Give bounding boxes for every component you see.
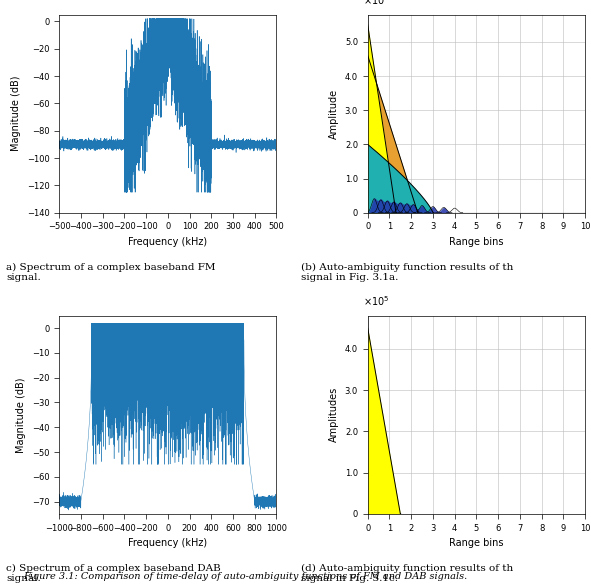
Y-axis label: Amplitude: Amplitude — [329, 89, 339, 139]
Text: Figure 3.1: Comparison of time-delay of auto-ambiguity functions of FM and DAB s: Figure 3.1: Comparison of time-delay of … — [24, 572, 468, 581]
Text: c) Spectrum of a complex baseband DAB
signal.: c) Spectrum of a complex baseband DAB si… — [6, 564, 220, 583]
Y-axis label: Magnitude (dB): Magnitude (dB) — [16, 377, 26, 453]
X-axis label: Range bins: Range bins — [449, 237, 504, 247]
X-axis label: Range bins: Range bins — [449, 538, 504, 548]
X-axis label: Frequency (kHz): Frequency (kHz) — [128, 237, 207, 247]
Text: (b) Auto-ambiguity function results of th
signal in Fig. 3.1a.: (b) Auto-ambiguity function results of t… — [301, 262, 514, 282]
X-axis label: Frequency (kHz): Frequency (kHz) — [128, 538, 207, 548]
Text: (d) Auto-ambiguity function results of th
signal in Fig. 3.1c.: (d) Auto-ambiguity function results of t… — [301, 564, 514, 583]
Text: a) Spectrum of a complex baseband FM
signal.: a) Spectrum of a complex baseband FM sig… — [6, 262, 215, 282]
Y-axis label: Amplitudes: Amplitudes — [329, 387, 339, 443]
Text: $\times10^{5}$: $\times10^{5}$ — [363, 294, 390, 308]
Text: $\times10^{17}$: $\times10^{17}$ — [363, 0, 394, 6]
Y-axis label: Magnitude (dB): Magnitude (dB) — [11, 76, 21, 151]
